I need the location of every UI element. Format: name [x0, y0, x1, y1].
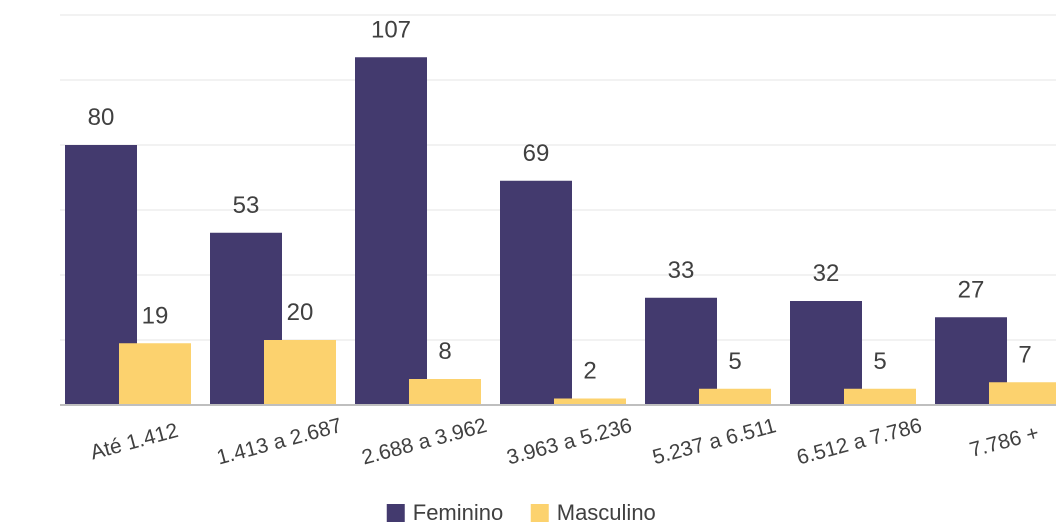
data-label: 20	[287, 299, 314, 326]
bar-feminino	[355, 57, 427, 405]
legend-swatch	[386, 504, 405, 522]
x-tick-label: 7.786 +	[967, 421, 1041, 462]
data-label: 5	[873, 348, 886, 375]
data-label: 107	[371, 16, 411, 43]
data-label: 53	[233, 192, 260, 219]
bar-masculino	[264, 340, 336, 405]
legend-label: Masculino	[557, 500, 656, 525]
bar-masculino	[699, 388, 771, 405]
x-tick-label: 2.688 a 3.962	[359, 414, 489, 469]
data-label: 5	[728, 348, 741, 375]
data-label: 7	[1018, 341, 1031, 368]
x-tick-label: Até 1.412	[88, 419, 181, 464]
bar-feminino	[500, 180, 572, 405]
bar-feminino	[645, 297, 717, 405]
x-tick-label: 3.963 a 5.236	[504, 414, 634, 469]
legend-swatch	[530, 504, 549, 522]
x-tick-label: 5.237 a 6.511	[650, 414, 779, 469]
bar-masculino	[989, 382, 1056, 405]
x-tick-label: 1.413 a 2.687	[214, 414, 344, 469]
data-label: 69	[523, 140, 550, 167]
legend: Feminino Masculino	[386, 500, 656, 525]
bars	[65, 57, 1056, 405]
data-label: 32	[813, 260, 840, 287]
data-label: 80	[88, 104, 115, 131]
data-label: 19	[142, 302, 169, 329]
data-label: 33	[668, 257, 695, 284]
bar-masculino	[844, 388, 916, 405]
data-label: 27	[958, 276, 985, 303]
x-tick-labels: Até 1.412 1.413 a 2.687 2.688 a 3.962 3.963…	[88, 414, 1041, 469]
bar-masculino	[119, 343, 191, 405]
bar-masculino	[554, 398, 626, 405]
bar-masculino	[409, 379, 481, 405]
bar-feminino	[790, 301, 862, 405]
data-label: 8	[438, 338, 451, 365]
data-labels: 80 19 53 20 107 8 69 2 33 5 32 5 27 7	[88, 16, 1032, 384]
data-label: 2	[583, 358, 596, 385]
x-tick-label: 6.512 a 7.786	[794, 414, 924, 469]
legend-label: Feminino	[413, 500, 503, 525]
